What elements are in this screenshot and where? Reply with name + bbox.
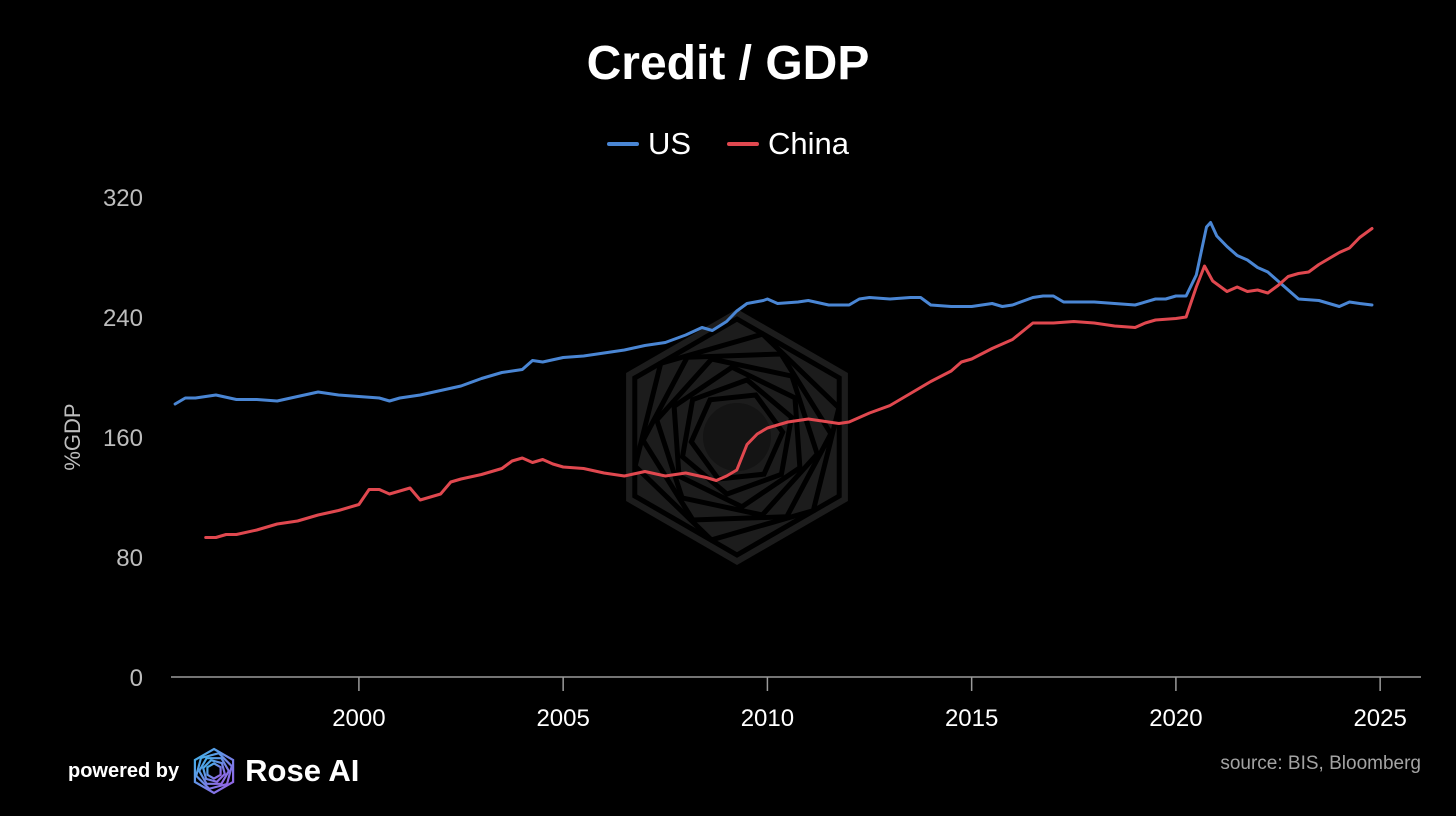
y-tick-label: 0 bbox=[130, 665, 143, 692]
legend-item-china[interactable]: China bbox=[727, 126, 849, 162]
series-line-china bbox=[204, 227, 1374, 539]
y-tick-label: 240 bbox=[103, 305, 143, 332]
legend-swatch-china bbox=[727, 142, 760, 146]
y-tick-label: 80 bbox=[116, 545, 143, 572]
legend-label-china: China bbox=[768, 126, 850, 161]
y-tick-label: 320 bbox=[103, 185, 143, 212]
series-layer bbox=[173, 221, 1374, 539]
rose-ai-watermark-icon bbox=[626, 309, 848, 565]
y-tick-label: 160 bbox=[103, 425, 143, 452]
axes: 2000 2005 2010 2015 2020 2025 0 80 160 240 320 %GDP bbox=[60, 185, 1421, 732]
legend-swatch-us bbox=[606, 142, 639, 146]
y-axis-label: %GDP bbox=[60, 403, 85, 470]
legend-item-us[interactable]: US bbox=[606, 126, 692, 162]
legend-label-us: US bbox=[647, 126, 692, 161]
x-tick-label: 2000 bbox=[332, 705, 385, 732]
chart-title: Credit / GDP bbox=[586, 37, 870, 90]
x-tick-label: 2010 bbox=[741, 705, 794, 732]
source-note: source: BIS, Bloomberg bbox=[1220, 753, 1421, 774]
powered-by-label: powered by bbox=[68, 759, 180, 782]
x-tick-label: 2005 bbox=[536, 705, 589, 732]
series-line-us bbox=[173, 221, 1374, 406]
x-tick-label: 2025 bbox=[1353, 705, 1406, 732]
x-tick-label: 2015 bbox=[945, 705, 998, 732]
rose-ai-logo-icon bbox=[193, 747, 235, 795]
powered-by-footer: powered by Rose AI bbox=[68, 746, 359, 796]
brand-name: Rose AI bbox=[245, 753, 360, 788]
legend: US China bbox=[0, 126, 1456, 162]
x-tick-label: 2020 bbox=[1149, 705, 1202, 732]
